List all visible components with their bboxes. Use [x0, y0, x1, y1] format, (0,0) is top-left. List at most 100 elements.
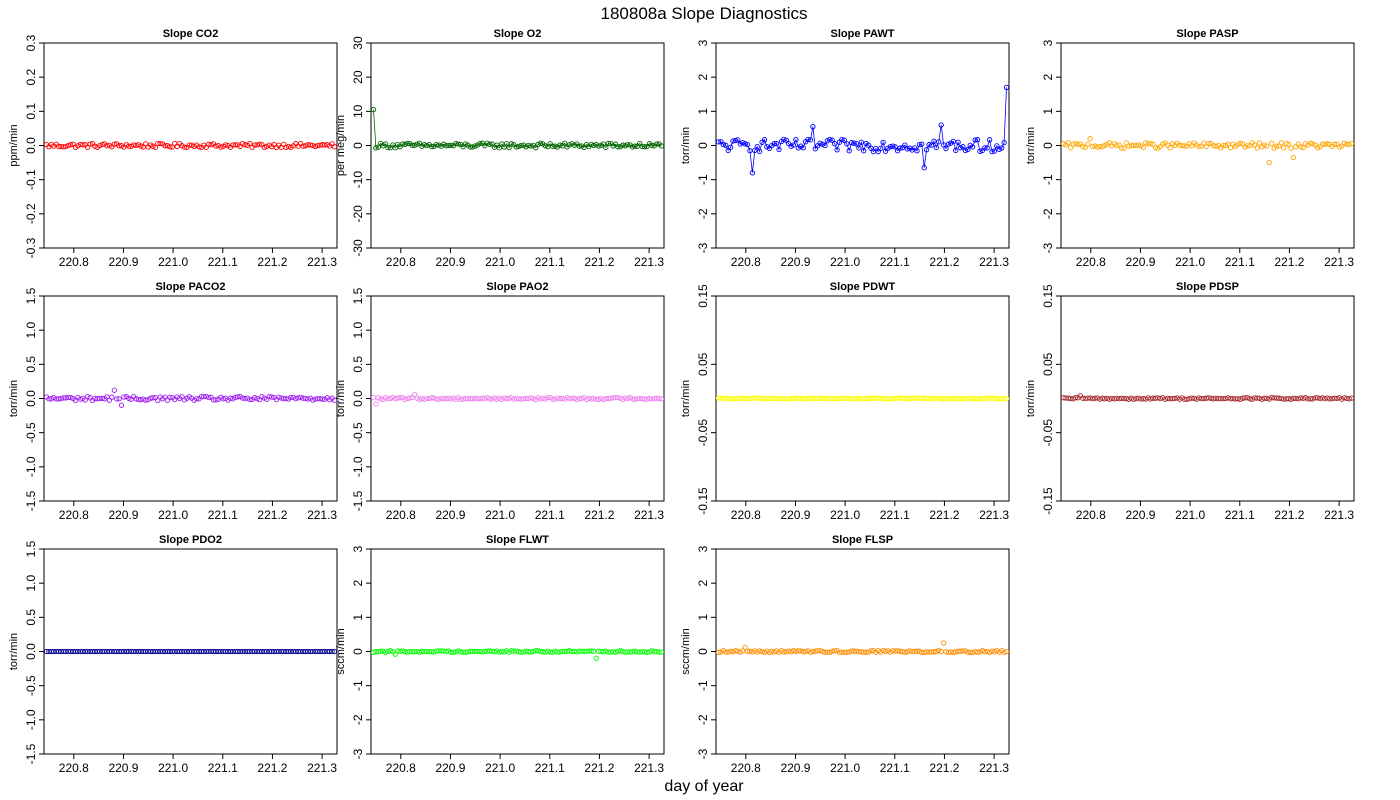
y-tick-label: -20	[351, 205, 365, 223]
data-point	[878, 145, 884, 151]
data-point	[790, 395, 797, 401]
x-tick-label: 221.3	[634, 508, 664, 522]
y-tick-label: 1.5	[24, 540, 38, 557]
data-point	[399, 141, 406, 147]
data-point	[848, 140, 855, 146]
data-point	[1237, 396, 1243, 402]
y-tick-label: 0.05	[1041, 352, 1055, 376]
data-point	[615, 648, 621, 654]
data-point	[1314, 395, 1321, 401]
data-point	[943, 145, 949, 152]
data-point	[815, 648, 821, 654]
x-tick-label: 221.0	[1175, 255, 1205, 269]
data-point	[605, 395, 611, 402]
data-point	[518, 142, 524, 149]
data-point	[933, 395, 939, 401]
data-point	[967, 649, 973, 655]
data-point	[46, 396, 52, 402]
data-point	[984, 145, 990, 151]
data-point	[460, 396, 466, 402]
data-point	[1121, 145, 1127, 151]
data-point	[1126, 143, 1132, 149]
data-point	[1348, 140, 1355, 147]
data-point	[438, 648, 444, 654]
data-point	[1065, 395, 1071, 401]
data-point	[1189, 395, 1195, 401]
data-point	[921, 165, 927, 171]
x-tick-label: 220.8	[1076, 508, 1106, 522]
y-tick-label: 0.1	[24, 103, 38, 120]
data-point	[620, 142, 626, 148]
data-point	[397, 394, 403, 401]
data-point	[68, 142, 74, 148]
data-point	[518, 396, 524, 402]
data-point	[1307, 396, 1314, 402]
data-point	[795, 648, 802, 654]
panel-slope-pao2: Slope PAO2 220.8 220.9 221.0 221.1 221.2 221.3…	[335, 281, 665, 522]
data-point	[752, 147, 758, 154]
data-point	[781, 649, 787, 655]
data-point	[1310, 396, 1316, 402]
y-axis-label: ppm/min	[8, 124, 20, 166]
data-point	[104, 143, 110, 149]
x-axis-label: day of year	[664, 778, 744, 795]
y-axis-label: torr/min	[335, 380, 347, 417]
data-point	[285, 143, 292, 150]
data-point	[732, 395, 739, 402]
data-point	[1075, 141, 1081, 148]
data-point	[853, 141, 860, 147]
data-point	[484, 140, 490, 146]
data-point	[227, 648, 234, 655]
x-tick-label: 221.3	[979, 508, 1009, 522]
data-point	[300, 143, 306, 149]
data-point	[1138, 396, 1144, 402]
data-point	[617, 648, 624, 654]
y-tick-label: -0.5	[24, 422, 38, 443]
data-point	[1140, 396, 1147, 402]
data-point	[331, 397, 338, 403]
data-point	[1114, 142, 1120, 149]
y-axis-label: torr/min	[1025, 380, 1037, 417]
y-tick-label: 0	[696, 142, 710, 149]
data-point	[911, 395, 918, 401]
x-tick-label: 220.9	[108, 255, 138, 269]
data-point	[1285, 141, 1292, 147]
data-point	[894, 648, 901, 654]
data-point	[1232, 396, 1238, 402]
data-point	[457, 649, 464, 655]
panel-title: Slope FLSP	[832, 534, 893, 546]
y-axis-label: sccm/min	[335, 628, 347, 674]
data-point	[841, 395, 847, 402]
panel-slope-pdwt: Slope PDWT 220.8 220.9 221.0 221.1 221.2 221.3…	[680, 281, 1010, 522]
data-point	[450, 649, 457, 655]
data-point	[428, 395, 435, 401]
data-point	[516, 396, 522, 402]
data-point	[1201, 395, 1207, 402]
data-point	[264, 648, 270, 655]
data-point	[1001, 649, 1007, 656]
x-tick-label: 221.1	[535, 761, 565, 775]
data-point	[851, 140, 857, 146]
data-point	[239, 648, 246, 655]
data-point	[533, 648, 539, 654]
figure-title: 180808a Slope Diagnostics	[601, 4, 808, 23]
data-point	[273, 648, 280, 655]
panel-slope-pawt: Slope PAWT 220.8 220.9 221.0 221.1 221.2 221.3…	[680, 28, 1010, 269]
y-tick-label: -0.5	[24, 675, 38, 696]
data-point	[433, 396, 440, 402]
data-point	[829, 395, 835, 401]
data-point	[1068, 144, 1074, 151]
data-point	[805, 136, 811, 143]
data-point	[496, 145, 502, 151]
data-point	[972, 137, 978, 143]
data-point	[969, 649, 976, 656]
data-point	[829, 137, 835, 143]
data-point	[634, 396, 640, 402]
data-point	[508, 141, 515, 147]
data-point	[60, 395, 67, 401]
data-point	[566, 142, 573, 148]
data-point	[593, 396, 599, 403]
data-point	[892, 144, 898, 150]
x-tick-label: 220.8	[1076, 255, 1106, 269]
data-point	[1092, 395, 1098, 401]
